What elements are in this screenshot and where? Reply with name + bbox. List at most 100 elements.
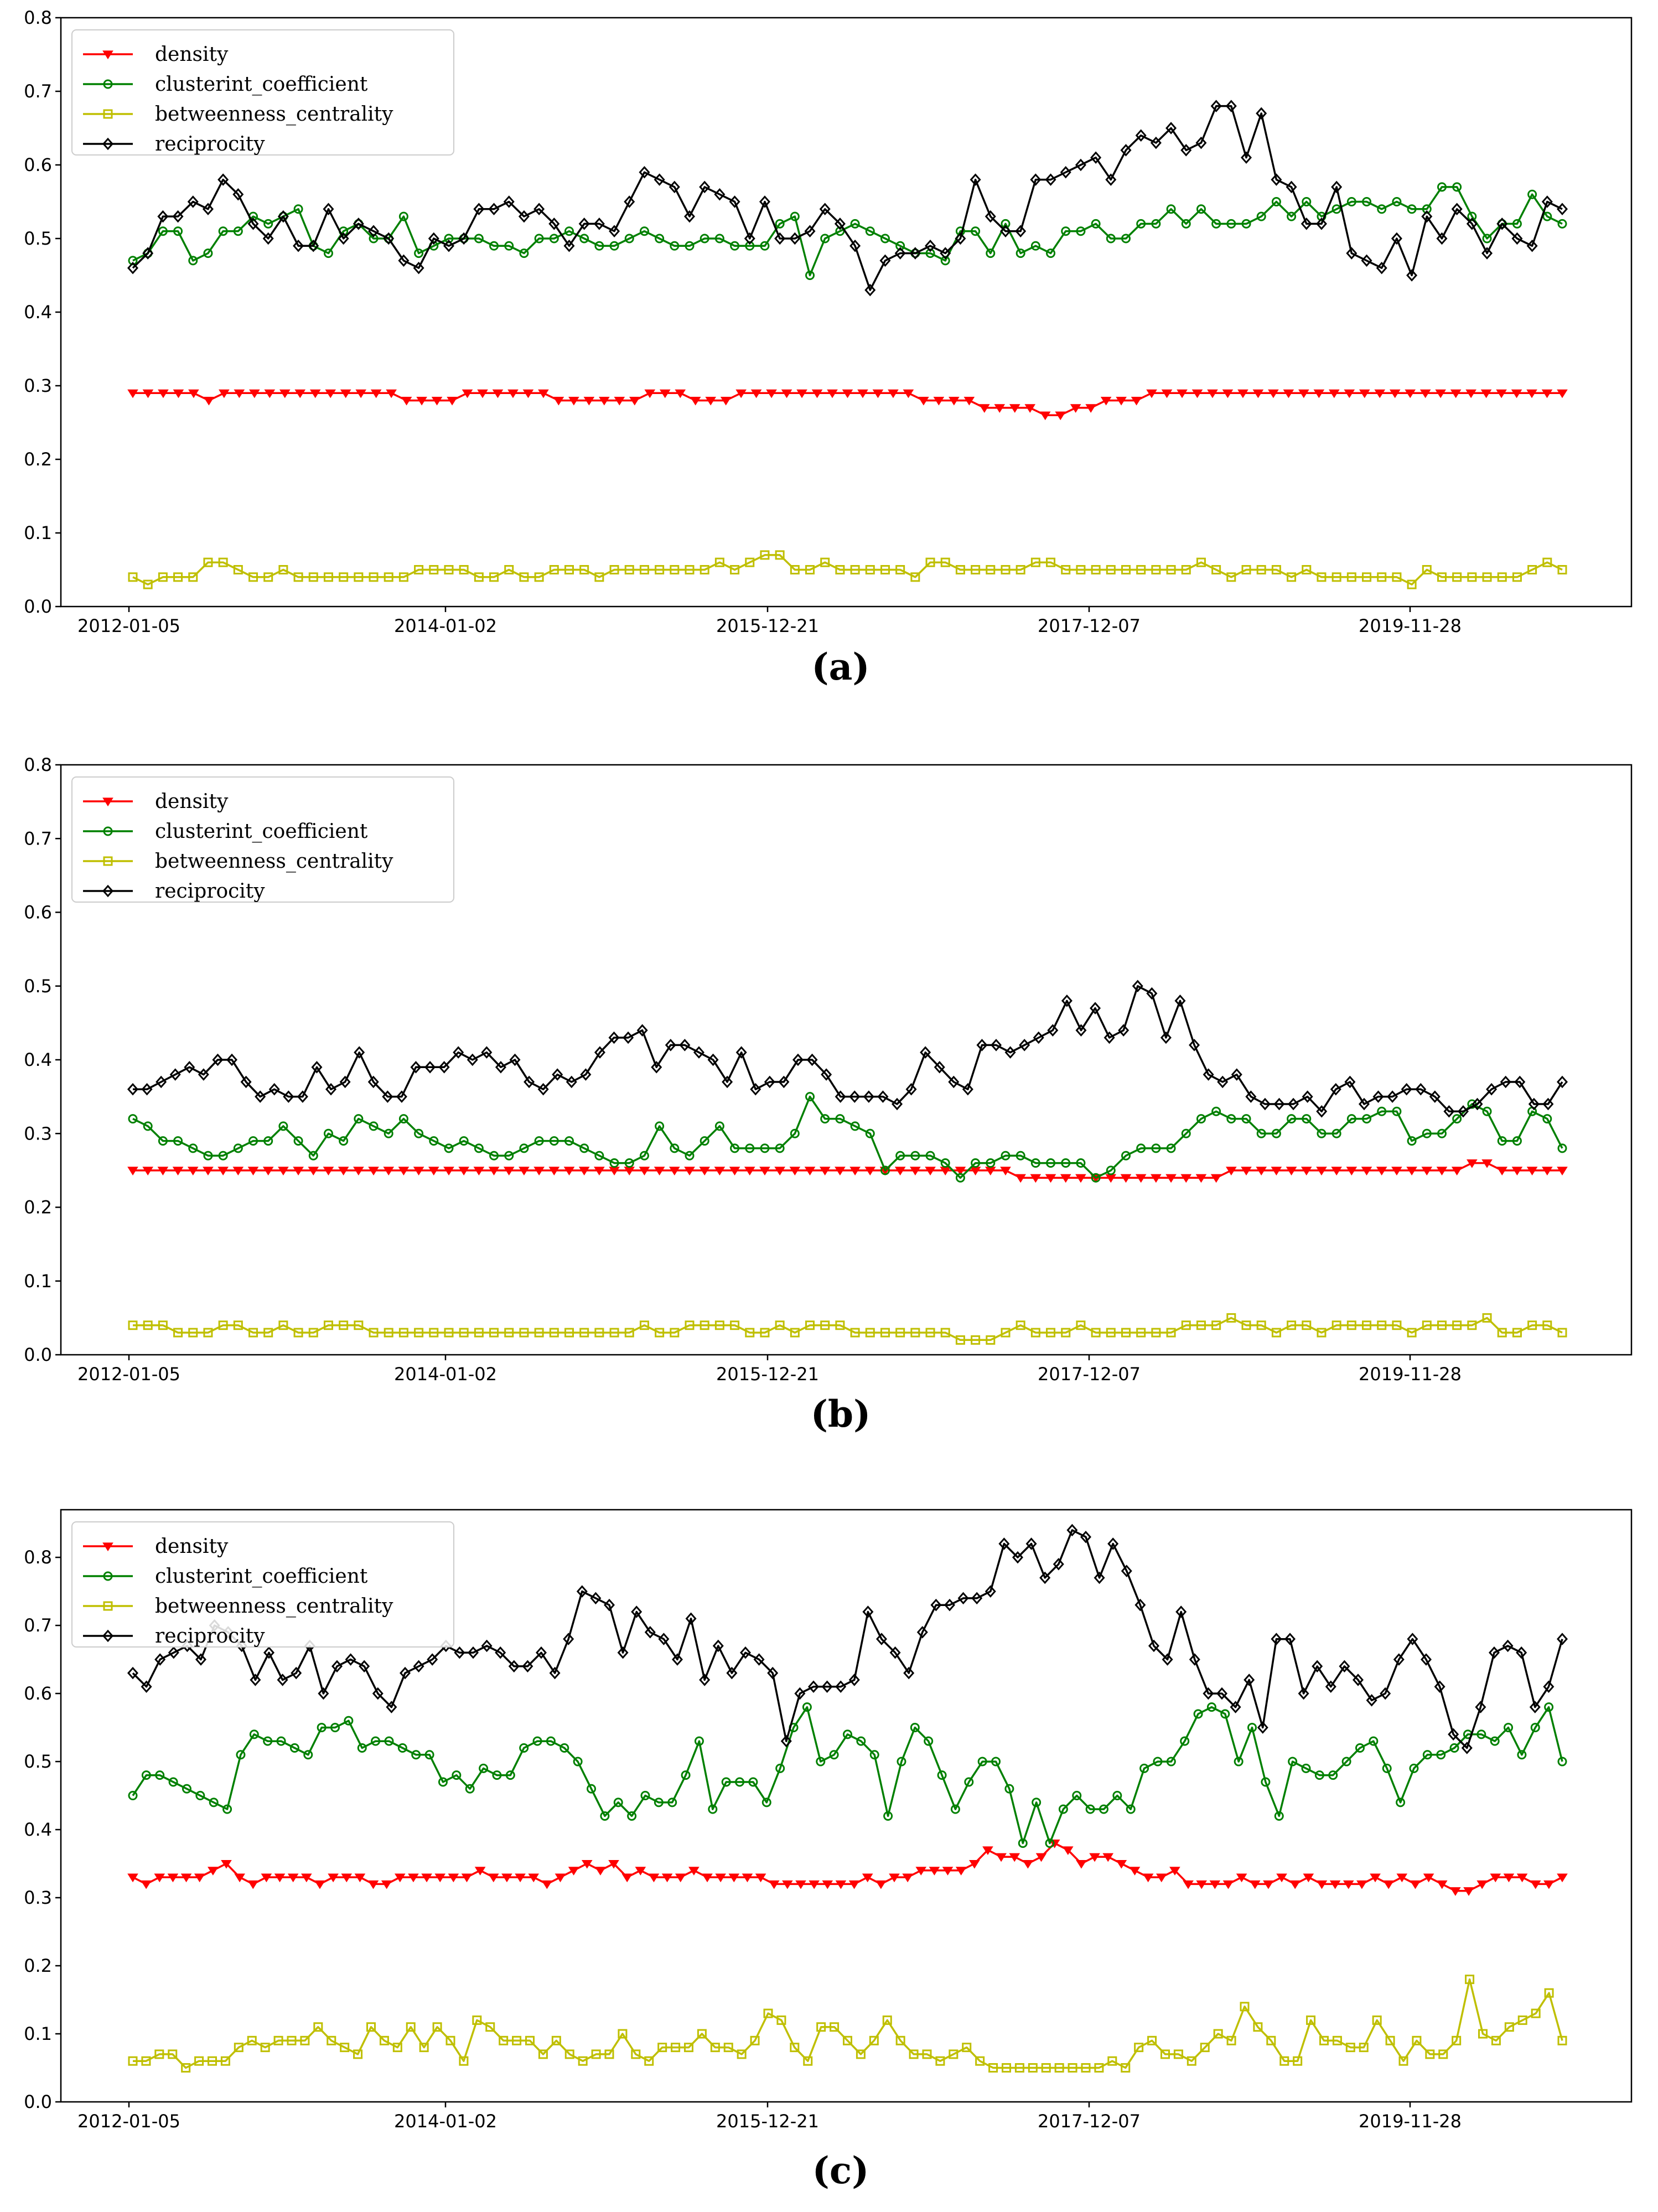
data-point-betweenness_centrality xyxy=(805,565,815,574)
data-point-clusterint_coefficient xyxy=(721,1777,731,1787)
data-point-clusterint_coefficient xyxy=(1527,189,1537,199)
data-point-reciprocity xyxy=(1080,1530,1092,1543)
data-point-reciprocity xyxy=(1047,1024,1059,1037)
data-point-betweenness_centrality xyxy=(880,1328,890,1338)
data-point-reciprocity xyxy=(127,1666,139,1680)
data-point-clusterint_coefficient xyxy=(1422,1128,1432,1138)
data-point-density xyxy=(462,389,473,398)
data-point-betweenness_centrality xyxy=(504,1328,514,1338)
y-tick-label: 0.1 xyxy=(24,2023,52,2044)
data-point-betweenness_centrality xyxy=(260,2043,270,2053)
data-point-reciprocity xyxy=(323,203,334,216)
data-point-betweenness_centrality xyxy=(1094,2063,1104,2073)
data-point-betweenness_centrality xyxy=(940,1328,950,1338)
data-point-clusterint_coefficient xyxy=(760,241,770,251)
data-point-reciprocity xyxy=(970,173,981,186)
data-point-density xyxy=(1183,1880,1194,1889)
data-point-clusterint_coefficient xyxy=(816,1757,826,1767)
data-point-reciprocity xyxy=(212,1053,224,1066)
data-point-clusterint_coefficient xyxy=(1302,197,1312,206)
data-point-betweenness_centrality xyxy=(248,572,258,582)
data-point-betweenness_centrality xyxy=(300,2035,310,2045)
data-point-reciprocity xyxy=(413,1660,424,1673)
data-point-betweenness_centrality xyxy=(730,1320,740,1330)
data-point-clusterint_coefficient xyxy=(1032,1797,1042,1807)
data-point-density xyxy=(548,1167,560,1175)
data-point-clusterint_coefficient xyxy=(761,1797,771,1807)
data-point-reciprocity xyxy=(217,173,229,186)
data-point-betweenness_centrality xyxy=(1497,1328,1507,1338)
data-point-clusterint_coefficient xyxy=(1314,1770,1324,1780)
data-point-clusterint_coefficient xyxy=(670,241,680,251)
y-tick-label: 0.5 xyxy=(24,228,52,249)
data-point-reciprocity xyxy=(1162,1653,1173,1666)
data-point-betweenness_centrality xyxy=(1121,2063,1131,2073)
data-point-clusterint_coefficient xyxy=(1542,211,1552,221)
data-point-betweenness_centrality xyxy=(1452,1320,1462,1330)
data-point-betweenness_centrality xyxy=(1253,2022,1263,2032)
data-point-reciprocity xyxy=(1033,1031,1044,1044)
data-point-density xyxy=(1480,389,1492,398)
data-point-betweenness_centrality xyxy=(604,2049,614,2059)
data-point-betweenness_centrality xyxy=(525,2035,535,2045)
data-point-betweenness_centrality xyxy=(1091,565,1101,574)
data-point-betweenness_centrality xyxy=(549,565,559,574)
data-point-betweenness_centrality xyxy=(141,2056,151,2066)
data-point-reciprocity xyxy=(1135,129,1147,142)
data-point-clusterint_coefficient xyxy=(293,204,303,214)
data-point-density xyxy=(1481,1159,1493,1168)
data-point-clusterint_coefficient xyxy=(829,1750,839,1760)
data-point-clusterint_coefficient xyxy=(609,241,619,251)
data-point-density xyxy=(1009,404,1020,413)
data-point-reciprocity xyxy=(325,1083,337,1096)
data-point-betweenness_centrality xyxy=(1186,2056,1196,2066)
data-point-betweenness_centrality xyxy=(143,1320,153,1330)
data-point-density xyxy=(325,389,336,398)
data-point-betweenness_centrality xyxy=(158,1320,168,1330)
data-point-betweenness_centrality xyxy=(384,1328,393,1338)
data-point-betweenness_centrality xyxy=(474,1328,484,1338)
data-point-reciprocity xyxy=(1045,173,1056,186)
data-point-betweenness_centrality xyxy=(1196,1320,1206,1330)
data-point-betweenness_centrality xyxy=(790,2043,800,2053)
data-point-clusterint_coefficient xyxy=(1045,1838,1055,1848)
data-point-clusterint_coefficient xyxy=(369,1121,379,1131)
data-point-clusterint_coefficient xyxy=(173,226,183,236)
data-point-clusterint_coefficient xyxy=(465,1784,475,1794)
data-point-reciprocity xyxy=(566,1075,577,1089)
data-point-density xyxy=(1015,1174,1026,1183)
data-point-clusterint_coefficient xyxy=(317,1723,327,1733)
data-point-betweenness_centrality xyxy=(940,557,950,567)
data-point-density xyxy=(367,1880,379,1889)
data-point-betweenness_centrality xyxy=(1302,1320,1312,1330)
data-point-betweenness_centrality xyxy=(499,2035,509,2045)
data-point-betweenness_centrality xyxy=(1465,1975,1475,1985)
data-point-reciprocity xyxy=(834,217,846,230)
data-point-clusterint_coefficient xyxy=(519,1743,529,1753)
x-tick-label: 2017-12-07 xyxy=(1038,615,1141,636)
data-point-clusterint_coefficient xyxy=(775,1763,785,1773)
data-point-betweenness_centrality xyxy=(895,1328,905,1338)
data-point-reciprocity xyxy=(1529,1701,1541,1713)
data-point-reciprocity xyxy=(658,1633,670,1645)
data-point-density xyxy=(925,1167,936,1175)
data-point-betweenness_centrality xyxy=(1392,1320,1402,1330)
data-point-density xyxy=(942,1867,954,1876)
data-point-density xyxy=(353,1167,364,1175)
data-point-density xyxy=(1142,1873,1154,1883)
data-point-betweenness_centrality xyxy=(313,2022,323,2032)
data-point-betweenness_centrality xyxy=(820,1320,830,1330)
data-point-density xyxy=(729,1167,740,1175)
data-point-betweenness_centrality xyxy=(909,2049,919,2059)
data-point-clusterint_coefficient xyxy=(564,1136,574,1146)
data-point-reciprocity xyxy=(889,1646,901,1659)
data-point-betweenness_centrality xyxy=(474,572,484,582)
data-point-betweenness_centrality xyxy=(1166,1328,1176,1338)
data-point-reciprocity xyxy=(1174,994,1186,1007)
x-tick-label: 2019-11-28 xyxy=(1359,2111,1462,2132)
data-point-clusterint_coefficient xyxy=(1328,1770,1338,1780)
data-point-clusterint_coefficient xyxy=(805,271,815,280)
data-point-betweenness_centrality xyxy=(208,2056,217,2066)
x-tick-label: 2015-12-21 xyxy=(716,2111,819,2132)
data-point-reciprocity xyxy=(399,1666,411,1680)
